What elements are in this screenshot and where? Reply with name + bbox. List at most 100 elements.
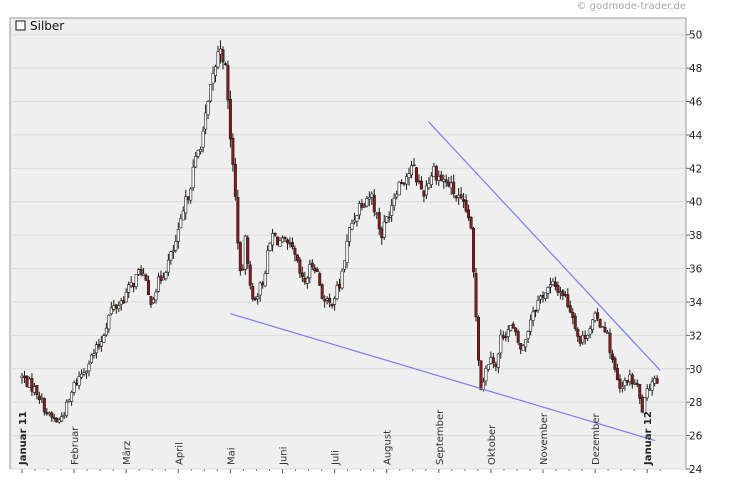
candle [576,327,580,342]
candle [199,146,203,155]
candle [280,235,284,243]
candle-body-up [107,314,111,330]
candle-body-up [390,205,394,216]
candle-body-up [156,276,160,292]
candle [154,288,158,304]
candle-body-down [380,228,384,239]
candle [591,319,595,334]
candle [308,259,312,284]
candle-body-up [645,388,649,399]
candle-body-up [325,298,329,301]
candle [571,308,575,325]
candle [506,325,510,342]
candle-body-up [60,416,64,422]
candle [504,331,508,342]
candle-body-up [243,235,247,270]
candle-body-up [119,300,123,305]
candle-body-down [610,353,614,360]
candle [529,314,533,336]
candle-body-down [328,297,332,303]
candle-body-up [280,237,284,243]
candle-body-up [211,73,215,84]
candle-body-down [75,382,79,385]
candle [107,314,111,333]
candle [486,364,490,372]
candle-body-down [655,378,659,384]
x-month-label: Januar 12 [643,411,654,466]
candle [635,379,639,388]
candle-body-up [258,282,262,296]
candle [496,352,500,374]
candle-body-up [305,277,309,284]
candle-body-up [601,325,605,328]
candle-body-up [62,414,66,417]
candle [65,399,69,418]
candle [169,250,173,265]
candle [360,199,364,211]
candle [258,281,262,302]
candle-body-down [412,164,416,167]
candle [206,100,210,120]
candle [171,245,175,259]
candle [295,253,299,263]
candle [362,202,366,208]
candle-body-down [139,268,143,275]
candle-body-up [67,399,71,402]
candle-body-up [176,229,180,242]
candle [204,104,208,135]
candle [266,245,270,274]
candle-body-up [347,227,351,242]
candle-body-down [571,312,575,318]
candle-body-up [643,397,647,414]
candle-body-down [519,343,523,350]
candle [238,241,242,276]
candle [615,363,619,381]
candle-body-down [318,273,322,286]
candle-body-up [333,298,337,305]
candle [256,293,260,305]
candle-body-down [320,284,324,299]
candle [347,227,351,247]
x-month-label: Dezember [591,413,602,465]
candle [566,288,570,309]
candle-body-up [72,382,76,393]
candle-body-up [87,363,91,372]
candle-body-down [467,209,471,219]
candle-body-up [496,353,500,368]
candle-body-up [80,373,84,378]
candle-body-up [40,397,44,400]
candle [620,381,624,393]
candle-body-down [114,304,118,309]
candle-body-down [303,277,307,283]
candle-body-down [323,299,327,302]
candle [191,159,195,191]
candle [310,259,314,270]
candle [392,193,396,211]
x-month-label: Februar [70,426,81,465]
candle [335,280,339,301]
candle-body-up [179,218,183,229]
y-axis: 24 26 28 30 32 34 36 38 40 42 44 46 48 50 [686,30,703,476]
candle-body-up [486,364,490,370]
candle [568,300,572,314]
candle [372,189,376,217]
candle-body-up [509,325,513,331]
candle-body-up [154,291,158,301]
candle [397,181,401,196]
candle-body-down [501,335,505,339]
candle [561,289,565,301]
candle-body-down [568,305,572,313]
candle [87,360,91,377]
candle [223,61,227,66]
candle-body-down [293,247,297,255]
candle-body-up [529,319,533,332]
candle-body-up [442,178,446,182]
candle [367,191,371,207]
candle-body-down [439,174,443,181]
candle [608,328,612,359]
candle-body-down [147,280,151,296]
x-month-label: September [435,409,446,465]
candle-body-up [189,188,193,201]
x-month-label: Januar 11 [18,411,29,466]
candle-body-down [35,385,39,395]
